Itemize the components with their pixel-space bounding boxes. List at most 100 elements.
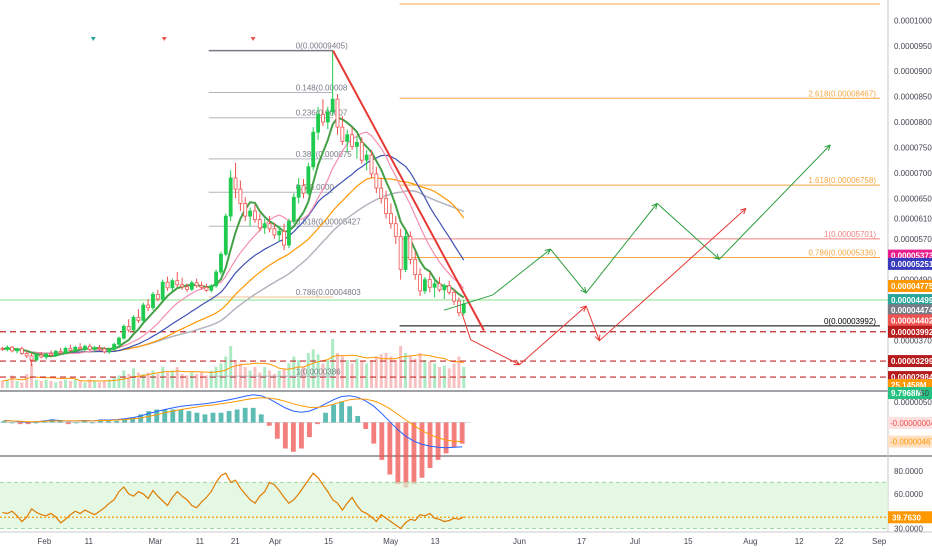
volume-bar [73, 379, 77, 388]
candle-body [369, 154, 374, 175]
macd-histogram-bar [395, 422, 401, 485]
rsi-tick-label: 30.0000 [894, 525, 923, 534]
candle-body [461, 303, 466, 314]
candle-body [83, 345, 87, 350]
macd-histogram-bar [282, 422, 288, 449]
volume-bar [287, 363, 291, 388]
candle-body [316, 114, 320, 133]
volume-bar [428, 361, 432, 388]
price-badge-label: 9.7968M [891, 389, 922, 398]
candle-body [87, 345, 92, 350]
candle-body [151, 294, 155, 309]
volume-bar [20, 382, 24, 388]
candle-body [219, 253, 223, 273]
volume-bar [272, 374, 276, 388]
volume-bar [136, 372, 140, 388]
macd-histogram-bar [355, 415, 361, 423]
volume-bar [132, 368, 136, 388]
volume-bar [224, 356, 228, 388]
time-tick-label: 13 [431, 537, 440, 546]
volume-bar [190, 372, 194, 388]
volume-ma-line [2, 354, 464, 382]
projection-arrowhead [513, 359, 520, 366]
candle-body [199, 285, 204, 288]
candle-body [398, 236, 403, 270]
candle-body [457, 300, 461, 314]
macd-histogram-bar [33, 422, 39, 424]
volume-bar [0, 381, 4, 388]
price-badge-label: 25.1458M [891, 381, 927, 390]
volume-bar [437, 367, 441, 388]
candle-body [427, 279, 432, 288]
macd-badge-label: -0.00000004 [890, 419, 932, 428]
volume-bar [15, 381, 19, 388]
candle-body [49, 353, 53, 356]
candle-body [340, 126, 345, 142]
candle-body [73, 346, 78, 351]
candle-body [301, 185, 306, 194]
projection-arrowhead [580, 286, 587, 294]
volume-bar [219, 363, 223, 388]
macd-histogram-bar [210, 412, 216, 423]
candle-body [330, 98, 335, 113]
volume-bar [384, 353, 388, 388]
volume-bar [350, 363, 354, 388]
time-tick-label: Apr [269, 537, 282, 546]
time-tick-label: Feb [38, 537, 52, 546]
fib-level-label: 0.382(0.000075 [296, 150, 353, 159]
macd-badge [888, 416, 932, 429]
projection-arrowhead [824, 144, 831, 151]
candle-body [418, 274, 422, 292]
volume-bar [25, 374, 29, 388]
volume-bar [39, 381, 43, 388]
candle-body [126, 326, 131, 331]
volume-bar [170, 370, 174, 388]
volume-bar [59, 381, 63, 388]
macd-histogram-bar [194, 412, 200, 423]
candle-body [141, 304, 146, 321]
ma-blue-line [2, 154, 465, 354]
candle-body [291, 196, 296, 222]
candle-body [325, 111, 330, 123]
volume-bar [34, 379, 38, 388]
macd-histogram-bar [234, 409, 240, 423]
candle-body [287, 220, 291, 246]
candle-body [92, 347, 97, 350]
rsi-tick-label: 60.0000 [894, 490, 923, 499]
time-tick-label: 15 [324, 537, 333, 546]
time-tick-label: Jul [630, 537, 640, 546]
candle-body [24, 352, 29, 357]
candle-body [311, 131, 316, 168]
macd-histogram-bar [202, 414, 208, 423]
macd-histogram-bar [290, 422, 296, 452]
candle-body [282, 230, 286, 246]
macd-histogram-bar [379, 422, 385, 460]
macd-histogram-bar [443, 422, 449, 454]
fib-level-label: 0.5(0.0000 [296, 183, 335, 192]
volume-bar [175, 367, 179, 388]
macd-histogram-bar [57, 420, 63, 423]
candle-body [306, 166, 311, 194]
price-badge-label: 0.00004775 [891, 282, 932, 291]
candle-body [228, 177, 233, 217]
price-badge [888, 280, 932, 293]
volume-bar [297, 360, 301, 388]
candle-body [112, 343, 117, 350]
price-badge-label: 0.00003992 [891, 328, 932, 337]
volume-bar [336, 353, 340, 388]
macd-histogram-bar [218, 412, 224, 423]
macd-histogram-bar [9, 422, 15, 424]
candle-body [403, 236, 408, 270]
candle-body [272, 228, 277, 236]
macd-histogram-bar [162, 409, 168, 423]
fib-level-label: 0.236(0.00007 [296, 109, 348, 118]
signal-marker-icon [250, 37, 256, 41]
candle-body [437, 283, 442, 291]
candle-body [384, 197, 388, 214]
